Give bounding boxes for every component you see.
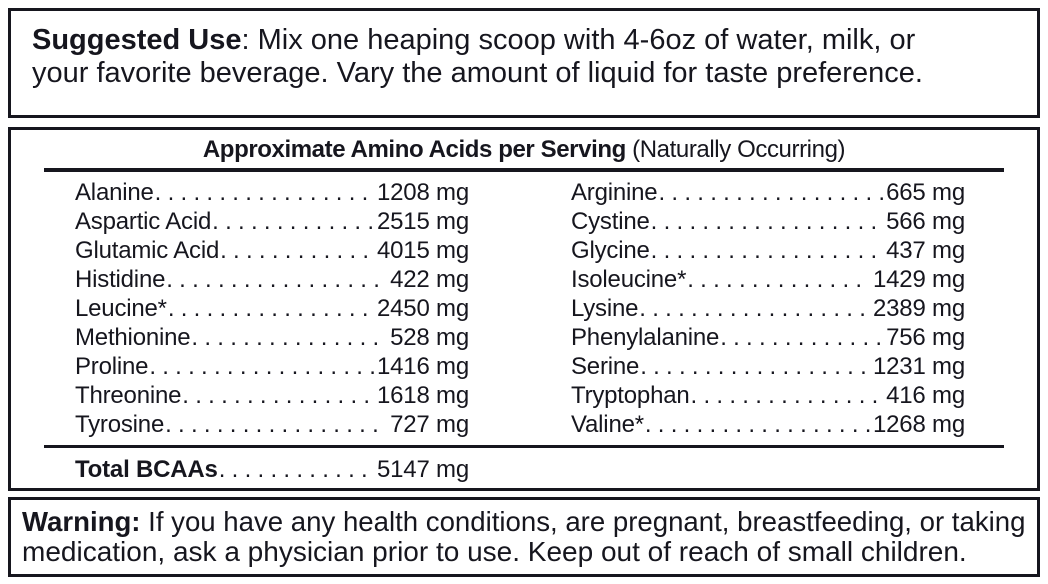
warning-line1: Warning: If you have any health conditio… [22, 506, 1025, 537]
amino-name: Methionine [75, 324, 191, 351]
amino-column-left: Alanine. . . . . . . . . . . . . . . . .… [75, 178, 469, 439]
amino-value: 2450 mg [377, 295, 469, 322]
amino-name: Aspartic Acid [75, 208, 212, 235]
warning-line2: medication, ask a physician prior to use… [22, 536, 967, 567]
dot-leader: . . . . . . . . . . . . . . . . . . . . … [650, 237, 884, 264]
suggested-use-line1: Suggested Use: Mix one heaping scoop wit… [32, 24, 1017, 57]
dot-leader: . . . . . . . . . . . . . . . . . . . . … [720, 324, 883, 351]
amino-value: 727 mg [390, 411, 469, 438]
amino-value: 665 mg [886, 179, 965, 206]
amino-name: Histidine [75, 266, 166, 293]
amino-value: 1429 mg [873, 266, 965, 293]
dot-leader: . . . . . . . . . . . . . . . . . . . . … [687, 266, 870, 293]
amino-value: 2515 mg [377, 208, 469, 235]
amino-name: Phenylalanine [571, 324, 720, 351]
total-rule [44, 445, 1004, 448]
amino-acids-panel: Approximate Amino Acids per Serving (Nat… [8, 127, 1040, 491]
amino-row: Leucine*. . . . . . . . . . . . . . . . … [75, 294, 469, 323]
dot-leader: . . . . . . . . . . . . . . . . . . . . … [154, 179, 374, 206]
suggested-use-line2: your favorite beverage. Vary the amount … [32, 57, 923, 89]
amino-value: 437 mg [886, 237, 965, 264]
amino-name: Glycine [571, 237, 650, 264]
amino-row: Histidine. . . . . . . . . . . . . . . .… [75, 265, 469, 294]
warning-text: If you have any health conditions, are p… [140, 506, 1026, 537]
amino-name: Lysine [571, 295, 639, 322]
suggested-use-box: Suggested Use: Mix one heaping scoop wit… [8, 8, 1040, 118]
amino-name: Threonine [75, 382, 182, 409]
amino-value: 422 mg [390, 266, 469, 293]
amino-value: 416 mg [886, 382, 965, 409]
dot-leader: . . . . . . . . . . . . . . . . . . . . … [220, 237, 374, 264]
amino-row: Phenylalanine. . . . . . . . . . . . . .… [571, 323, 965, 352]
dot-leader: . . . . . . . . . . . . . . . . . . . . … [149, 353, 374, 380]
amino-name: Arginine [571, 179, 658, 206]
amino-columns: Alanine. . . . . . . . . . . . . . . . .… [75, 178, 965, 439]
amino-row: Tyrosine. . . . . . . . . . . . . . . . … [75, 410, 469, 439]
dot-leader: . . . . . . . . . . . . . . . . . . . . … [191, 324, 387, 351]
amino-row: Cystine. . . . . . . . . . . . . . . . .… [571, 207, 965, 236]
warning-label: Warning: [22, 506, 141, 537]
warning-box: Warning: If you have any health conditio… [8, 497, 1040, 577]
amino-value: 1268 mg [873, 411, 965, 438]
amino-name: Isoleucine* [571, 266, 687, 293]
amino-column-right: Arginine. . . . . . . . . . . . . . . . … [571, 178, 965, 439]
dot-leader: . . . . . . . . . . . . . . . . . . . . … [165, 411, 387, 438]
amino-name: Tyrosine [75, 411, 165, 438]
dot-leader: . . . . . . . . . . . . . . . . . . . . … [639, 295, 870, 322]
amino-name: Tryptophan [571, 382, 690, 409]
amino-row: Tryptophan. . . . . . . . . . . . . . . … [571, 381, 965, 410]
amino-value: 566 mg [886, 208, 965, 235]
dot-leader: . . . . . . . . . . . . . . . . . . . . … [658, 179, 883, 206]
amino-name: Valine* [571, 411, 644, 438]
dot-leader: . . . . . . . . . . . . . . . . . . . . … [650, 208, 884, 235]
amino-table-title-note: (Naturally Occurring) [625, 136, 846, 163]
amino-name: Glutamic Acid [75, 237, 220, 264]
amino-name: Cystine [571, 208, 650, 235]
amino-value: 756 mg [886, 324, 965, 351]
dot-leader: . . . . . . . . . . . . . . . . . . . . … [644, 411, 870, 438]
amino-table-title-main: Approximate Amino Acids per Serving [202, 136, 626, 163]
amino-row: Valine*. . . . . . . . . . . . . . . . .… [571, 410, 965, 439]
suggested-use-text: : Mix one heaping scoop with 4-6oz of wa… [241, 24, 916, 56]
dot-leader: . . . . . . . . . . . . . . . . . . . . … [182, 382, 374, 409]
amino-row: Alanine. . . . . . . . . . . . . . . . .… [75, 178, 469, 207]
dot-leader: . . . . . . . . . . . . . . . . . . . . … [212, 208, 374, 235]
amino-value: 2389 mg [873, 295, 965, 322]
amino-value: 1231 mg [873, 353, 965, 380]
dot-leader: . . . . . . . . . . . . . . . . . . . . … [640, 353, 870, 380]
dot-leader: . . . . . . . . . . . . . . . . . . . . … [167, 295, 374, 322]
amino-table-title: Approximate Amino Acids per Serving (Nat… [11, 135, 1037, 165]
amino-row: Arginine. . . . . . . . . . . . . . . . … [571, 178, 965, 207]
amino-name: Leucine* [75, 295, 167, 322]
header-rule [44, 168, 1004, 172]
amino-row: Threonine. . . . . . . . . . . . . . . .… [75, 381, 469, 410]
total-bcaa-row: Total BCAAs . . . . . . . . . . . . . . … [75, 455, 469, 485]
amino-value: 528 mg [390, 324, 469, 351]
amino-row: Serine. . . . . . . . . . . . . . . . . … [571, 352, 965, 381]
amino-row: Aspartic Acid. . . . . . . . . . . . . .… [75, 207, 469, 236]
dot-leader: . . . . . . . . . . . . . . . . . . . . … [166, 266, 387, 293]
amino-value: 1416 mg [377, 353, 469, 380]
total-bcaa-value: 5147 mg [377, 456, 469, 483]
amino-row: Glycine. . . . . . . . . . . . . . . . .… [571, 236, 965, 265]
amino-value: 4015 mg [377, 237, 469, 264]
total-bcaa-label: Total BCAAs [75, 456, 218, 483]
amino-name: Alanine [75, 179, 154, 206]
amino-row: Methionine. . . . . . . . . . . . . . . … [75, 323, 469, 352]
amino-value: 1208 mg [377, 179, 469, 206]
dot-leader: . . . . . . . . . . . . . . . . . . . . … [218, 456, 374, 483]
amino-name: Proline [75, 353, 149, 380]
amino-row: Glutamic Acid. . . . . . . . . . . . . .… [75, 236, 469, 265]
amino-row: Proline. . . . . . . . . . . . . . . . .… [75, 352, 469, 381]
amino-name: Serine [571, 353, 640, 380]
amino-value: 1618 mg [377, 382, 469, 409]
amino-row: Lysine. . . . . . . . . . . . . . . . . … [571, 294, 965, 323]
dot-leader: . . . . . . . . . . . . . . . . . . . . … [690, 382, 884, 409]
suggested-use-label: Suggested Use [32, 24, 242, 56]
amino-row: Isoleucine*. . . . . . . . . . . . . . .… [571, 265, 965, 294]
